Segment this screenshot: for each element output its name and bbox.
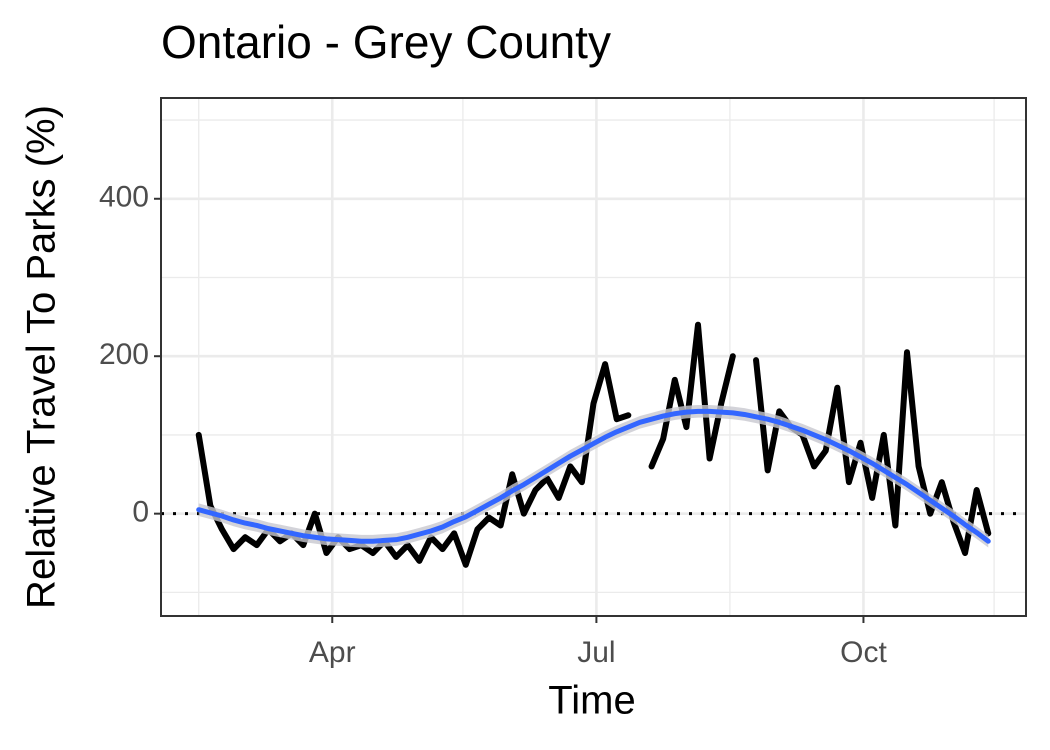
confidence-band (198, 405, 989, 548)
y-tick-label: 200 (99, 338, 149, 371)
x-tick-label: Apr (309, 636, 356, 669)
y-axis-label: Relative Travel To Parks (%) (20, 105, 64, 609)
x-tick-label: Jul (577, 636, 615, 669)
y-tick-label: 0 (132, 496, 149, 529)
y-tick-label: 400 (99, 181, 149, 214)
x-axis-label: Time (548, 679, 635, 723)
smooth-line (196, 408, 991, 544)
panel-border (160, 97, 1027, 617)
x-tick-label: Oct (840, 636, 887, 669)
chart-title: Ontario - Grey County (161, 16, 611, 68)
